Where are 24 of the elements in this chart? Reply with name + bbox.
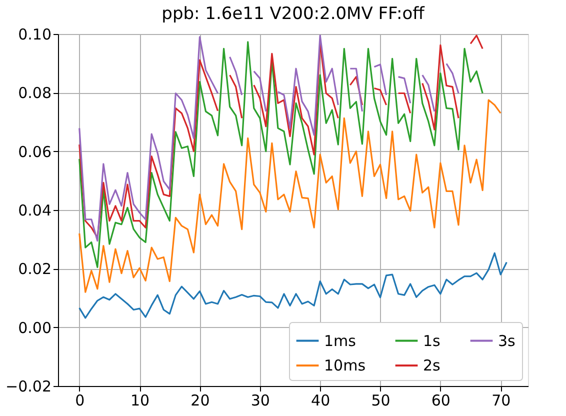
line-series — [78, 41, 484, 268]
x-tick-label: 10 — [130, 392, 150, 410]
chart-title: ppb: 1.6e11 V200:2.0MV FF:off — [162, 4, 426, 24]
x-tick-label: 30 — [250, 392, 270, 410]
x-tick-label: 40 — [311, 392, 330, 410]
x-tick-label: 70 — [492, 392, 511, 410]
x-tick-label: 20 — [190, 392, 210, 410]
line-series — [78, 99, 502, 293]
legend-label: 1ms — [324, 332, 356, 350]
y-tick-label: 0.02 — [18, 260, 52, 278]
y-tick-label: 0.08 — [18, 84, 52, 102]
y-tick-label: 0.06 — [18, 142, 52, 161]
y-tick-label: −0.02 — [6, 378, 52, 396]
legend-label: 3s — [498, 332, 516, 350]
line-series — [78, 252, 508, 319]
x-tick-label: 50 — [371, 392, 390, 410]
y-tick-label: 0.10 — [18, 26, 52, 44]
x-tick-label: 0 — [75, 392, 85, 410]
y-tick-label: 0.04 — [18, 202, 52, 220]
legend-label: 10ms — [324, 356, 366, 374]
y-tick-label: 0.00 — [18, 318, 52, 337]
legend-label: 2s — [423, 356, 441, 374]
x-tick-label: 60 — [431, 392, 450, 410]
legend-label: 1s — [423, 332, 441, 350]
